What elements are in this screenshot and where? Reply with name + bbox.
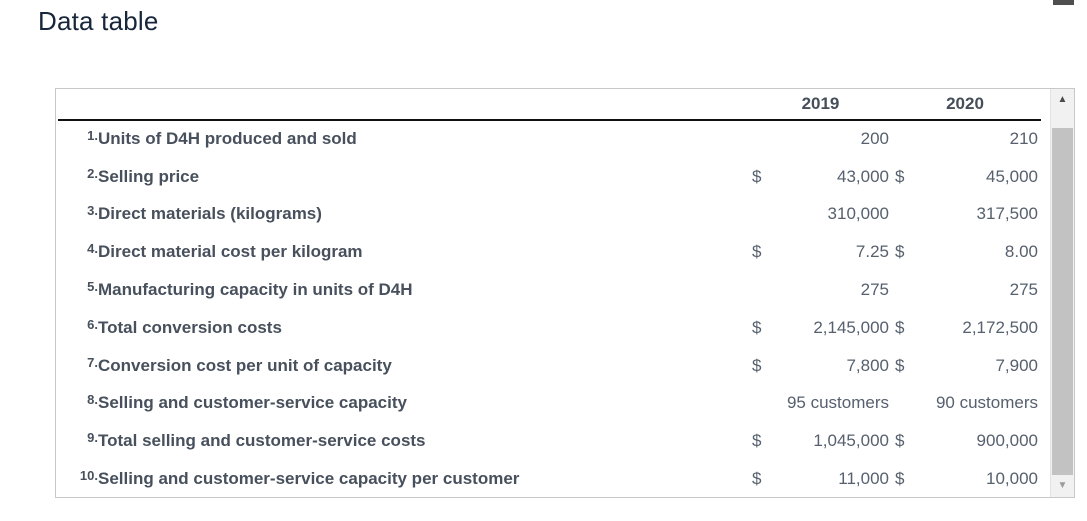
table-row: 7. Conversion cost per unit of capacity …: [58, 347, 1041, 385]
row-number: 3.: [58, 196, 98, 234]
currency-symbol-2020: $: [894, 355, 905, 375]
column-header-2019: 2019: [751, 89, 889, 121]
value-2020: 210: [1009, 129, 1038, 149]
table-body: 1. Units of D4H produced and sold 200 21…: [58, 120, 1041, 497]
table-header-row: 2019 2020: [58, 89, 1041, 121]
table-row: 4. Direct material cost per kilogram $ 7…: [58, 233, 1041, 271]
row-label: Selling and customer-service capacity pe…: [98, 469, 520, 489]
table-row: 10. Selling and customer-service capacit…: [58, 460, 1041, 497]
currency-symbol-2019: $: [751, 431, 762, 451]
row-label: Manufacturing capacity in units of D4H: [98, 280, 413, 300]
value-2020: 2,172,500: [962, 317, 1038, 337]
value-2019: 200: [860, 129, 889, 149]
currency-symbol-2020: $: [894, 166, 905, 186]
row-number: 7.: [58, 347, 98, 385]
value-2019: 275: [860, 280, 889, 300]
scroll-up-icon: ▲: [1057, 94, 1068, 105]
table-row: 8. Selling and customer-service capacity…: [58, 385, 1041, 423]
row-label: Direct material cost per kilogram: [98, 242, 363, 262]
data-table-panel: 2019 2020 1. Units of D4H produced and s…: [55, 88, 1075, 498]
row-number: 1.: [58, 120, 98, 158]
row-number-text: 5.: [87, 279, 98, 295]
table-row: 3. Direct materials (kilograms) 310,000 …: [58, 196, 1041, 234]
value-2019: 43,000: [836, 166, 889, 186]
row-label: Direct materials (kilograms): [98, 204, 322, 224]
currency-symbol-2020: $: [894, 242, 905, 262]
currency-symbol-2020: [889, 271, 905, 309]
row-number-text: 2.: [87, 165, 98, 181]
currency-symbol-2020: $: [894, 469, 905, 489]
value-2019: 95 customers: [786, 393, 889, 413]
currency-symbol-2020: [889, 120, 905, 158]
scroll-down-icon: ▼: [1057, 480, 1068, 491]
row-label: Selling price: [98, 166, 200, 186]
row-number: 2.: [58, 158, 98, 196]
row-label: Total selling and customer-service costs: [98, 431, 426, 451]
row-number-text: 1.: [87, 128, 98, 144]
data-table: 2019 2020 1. Units of D4H produced and s…: [58, 89, 1041, 497]
value-2019: 7,800: [846, 355, 889, 375]
page-title: Data table: [38, 6, 159, 36]
currency-symbol-2019: [752, 385, 766, 423]
currency-symbol-2020: $: [894, 317, 905, 337]
row-number: 6.: [58, 309, 98, 347]
row-number: 10.: [58, 460, 98, 497]
table-row: 1. Units of D4H produced and sold 200 21…: [58, 120, 1041, 158]
row-label: Units of D4H produced and sold: [98, 129, 357, 149]
row-number-text: 3.: [87, 203, 98, 219]
currency-symbol-2019: $: [751, 166, 762, 186]
row-label: Total conversion costs: [98, 317, 282, 337]
value-2020: 90 customers: [935, 393, 1038, 413]
value-2019: 1,045,000: [813, 431, 889, 451]
currency-symbol-2020: $: [894, 431, 905, 451]
row-label: Conversion cost per unit of capacity: [98, 355, 392, 375]
vertical-scrollbar[interactable]: ▲ ▼: [1050, 89, 1074, 497]
currency-symbol-2019: $: [751, 355, 762, 375]
currency-symbol-2020: [889, 196, 905, 234]
window-scrollbar-fragment: [1053, 0, 1074, 5]
row-number-text: 7.: [87, 354, 98, 370]
currency-symbol-2019: [752, 196, 766, 234]
row-number-text: 9.: [87, 430, 98, 446]
row-number-text: 8.: [87, 392, 98, 408]
value-2019: 310,000: [827, 204, 889, 224]
row-number: 5.: [58, 271, 98, 309]
value-2020: 45,000: [986, 166, 1038, 186]
currency-symbol-2019: $: [751, 469, 762, 489]
value-2019: 7.25: [855, 242, 889, 262]
currency-symbol-2019: [752, 120, 766, 158]
value-2020: 7,900: [995, 355, 1038, 375]
currency-symbol-2020: [889, 385, 905, 423]
value-2019: 2,145,000: [813, 317, 889, 337]
table-row: 5. Manufacturing capacity in units of D4…: [58, 271, 1041, 309]
currency-symbol-2019: $: [751, 317, 762, 337]
row-number-text: 10.: [79, 468, 98, 484]
value-2020: 900,000: [976, 431, 1038, 451]
row-number-text: 6.: [87, 316, 98, 332]
value-2020: 317,500: [976, 204, 1038, 224]
table-row: 6. Total conversion costs $ 2,145,000 $ …: [58, 309, 1041, 347]
value-2020: 275: [1009, 280, 1038, 300]
value-2020: 10,000: [986, 469, 1038, 489]
table-content: 2019 2020 1. Units of D4H produced and s…: [56, 89, 1050, 497]
header-label-spacer: [58, 89, 752, 121]
value-2020: 8.00: [1004, 242, 1038, 262]
scroll-up-button[interactable]: ▲: [1051, 89, 1074, 111]
row-number: 8.: [58, 385, 98, 423]
column-header-2020: 2020: [888, 89, 1041, 121]
currency-symbol-2019: $: [751, 242, 762, 262]
row-label: Selling and customer-service capacity: [98, 393, 407, 413]
value-2019: 11,000: [838, 469, 889, 489]
row-number: 9.: [58, 422, 98, 460]
table-row: 9. Total selling and customer-service co…: [58, 422, 1041, 460]
row-number: 4.: [58, 233, 98, 271]
currency-symbol-2019: [752, 271, 766, 309]
scrollbar-thumb[interactable]: [1052, 128, 1073, 475]
row-number-text: 4.: [87, 241, 98, 257]
scroll-down-button[interactable]: ▼: [1051, 475, 1074, 497]
table-row: 2. Selling price $ 43,000 $ 45,000: [58, 158, 1041, 196]
